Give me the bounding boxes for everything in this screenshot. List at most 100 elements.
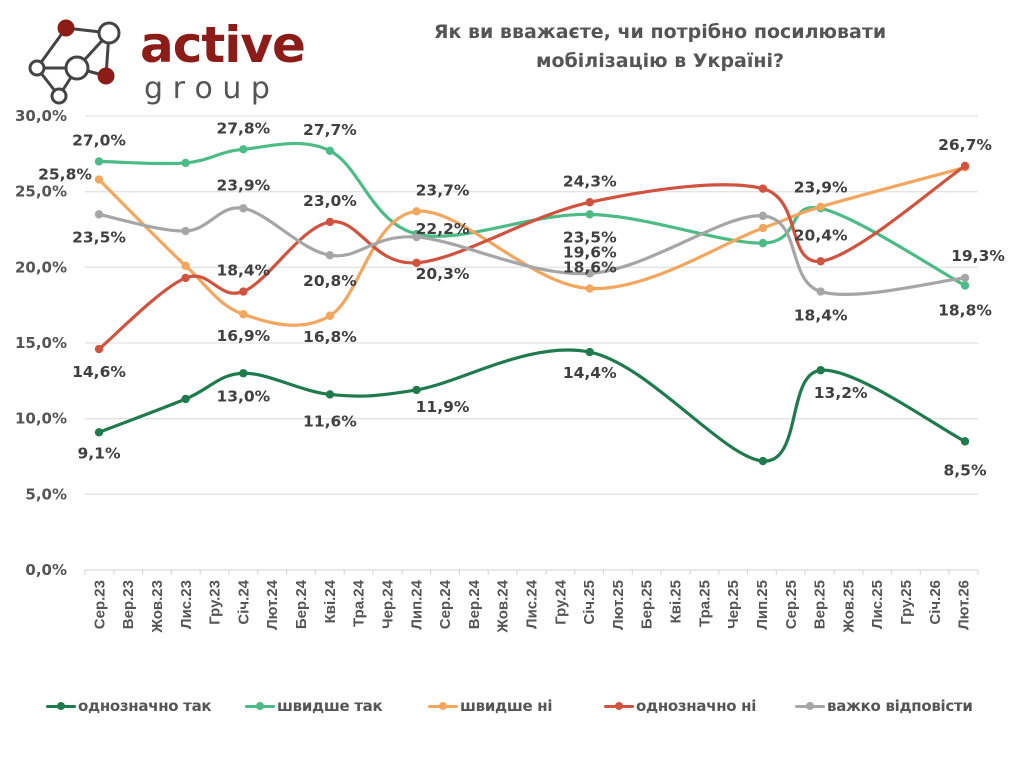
data-point: [585, 198, 594, 207]
series-line: [97, 164, 967, 351]
data-point: [816, 287, 825, 296]
x-tick-label: Жов.24: [495, 579, 512, 633]
data-point: [181, 158, 190, 168]
data-label: 23,5%: [72, 228, 126, 246]
legend-item[interactable]: швидше ні: [428, 694, 552, 718]
x-tick-label: Лис.24: [524, 579, 541, 629]
legend-marker-icon: [604, 701, 634, 710]
x-tick-label: Лип.25: [754, 580, 771, 630]
legend-marker-icon: [245, 701, 275, 710]
x-tick-label: Гру.23: [207, 580, 224, 625]
data-point: [758, 211, 768, 221]
data-point: [412, 385, 421, 395]
y-tick-label: 5,0%: [25, 485, 67, 503]
data-point: [239, 287, 248, 296]
network-icon: [28, 19, 121, 105]
data-label: 23,5%: [563, 228, 617, 246]
data-point: [412, 207, 421, 216]
x-tick-label: Лют.26: [956, 580, 973, 630]
y-tick-label: 30,0%: [15, 107, 67, 125]
data-label: 26,7%: [938, 136, 992, 154]
data-label: 23,0%: [303, 192, 357, 210]
data-point: [94, 157, 104, 166]
data-point: [94, 175, 104, 184]
y-tick-label: 10,0%: [15, 410, 67, 428]
data-label: 13,0%: [216, 387, 270, 405]
series-line: [97, 206, 967, 296]
data-label: 20,8%: [303, 272, 357, 290]
data-label: 23,9%: [216, 176, 270, 194]
legend-item[interactable]: швидше так: [245, 694, 383, 718]
data-point: [960, 161, 970, 171]
data-labels: 9,1% 13,0% 11,6% 11,9% 14,4% 13,2% 8,5% 27,0% 27…: [38, 119, 1005, 479]
data-label: 18,4%: [216, 262, 270, 280]
x-tick-label: Лис.23: [178, 580, 195, 629]
data-label: 25,8%: [38, 166, 92, 184]
data-point: [239, 369, 248, 378]
data-label: 16,8%: [303, 328, 357, 346]
gridlines: [85, 115, 978, 571]
legend: однозначно так швидше так швидше ні однозна…: [0, 694, 1024, 718]
data-point: [960, 273, 970, 283]
data-label: 27,7%: [303, 121, 357, 139]
data-point: [412, 258, 421, 267]
data-label: 27,8%: [216, 119, 270, 137]
data-point: [94, 210, 104, 219]
data-point: [239, 204, 248, 213]
x-tick-label: Жов.23: [149, 580, 166, 634]
x-tick-label: Кві.25: [668, 580, 685, 623]
data-label: 20,4%: [794, 226, 848, 244]
legend-label: швидше так: [277, 697, 383, 715]
series-4: [94, 161, 970, 354]
data-label: 11,6%: [303, 412, 357, 430]
data-point: [816, 366, 825, 375]
x-tick-label: Тра.24: [351, 579, 368, 627]
legend-marker-icon: [795, 701, 825, 710]
data-label: 18,8%: [938, 301, 992, 319]
x-tick-label: Вер.24: [466, 579, 483, 629]
data-point: [816, 257, 825, 266]
data-point: [585, 269, 594, 278]
x-tick-label: Кві.24: [322, 579, 339, 623]
x-tick-label: Тра.25: [696, 580, 713, 627]
legend-item[interactable]: важко відповісти: [795, 694, 973, 718]
data-label: 19,3%: [951, 247, 1005, 265]
chart-title: Як ви вважаєте, чи потрібно посилювати м…: [360, 18, 960, 76]
data-point: [325, 390, 335, 399]
data-label: 22,2%: [416, 220, 470, 238]
data-label: 8,5%: [944, 461, 987, 479]
series-1: [94, 347, 970, 466]
x-tick-label: Гру.25: [898, 580, 915, 625]
data-label: 16,9%: [216, 327, 270, 345]
data-label: 13,2%: [814, 384, 868, 402]
data-point: [239, 145, 248, 154]
legend-item[interactable]: однозначно так: [46, 694, 212, 718]
data-point: [585, 210, 594, 219]
series-line: [97, 165, 967, 327]
data-label: 14,4%: [563, 364, 617, 382]
data-label: 11,9%: [416, 398, 470, 416]
legend-label: однозначно так: [78, 697, 212, 715]
data-point: [585, 284, 594, 293]
data-point: [758, 456, 768, 466]
series-5: [94, 204, 970, 296]
data-label: 27,0%: [72, 131, 126, 149]
data-point: [325, 146, 335, 156]
legend-label: важко відповісти: [827, 697, 973, 715]
x-tick-label: Лип.24: [408, 579, 425, 629]
y-tick-label: 0,0%: [25, 561, 67, 579]
logo-word-group: g r o u p: [144, 71, 270, 106]
x-tick-label: Гру.24: [552, 579, 569, 624]
series-group: [94, 141, 970, 466]
x-tick-label: Вер.25: [812, 580, 829, 629]
legend-label: швидше ні: [460, 697, 553, 715]
x-tick-label: Сер.24: [437, 579, 454, 629]
data-point: [94, 344, 104, 354]
data-point: [758, 184, 768, 193]
data-label: 18,4%: [794, 307, 848, 325]
legend-item[interactable]: однозначно ні: [604, 694, 756, 718]
y-axis: 0,0% 5,0% 10,0% 15,0% 20,0% 25,0% 30,0%: [15, 107, 67, 579]
data-point: [816, 202, 825, 211]
x-tick-label: Чер.24: [379, 579, 396, 629]
